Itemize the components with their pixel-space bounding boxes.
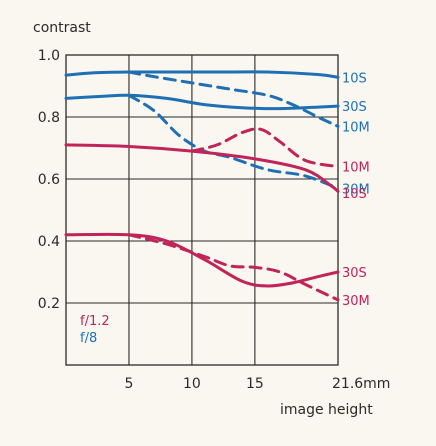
series-line-f1-2-30s (64, 232, 340, 288)
series-label: 30M (342, 294, 370, 309)
y-axis-label: contrast (33, 20, 91, 36)
series-line-f8-10s (64, 70, 340, 79)
series-line-f1-2-10m (190, 127, 340, 169)
x-tick-label: 5 (125, 376, 134, 392)
series-layer (64, 70, 340, 302)
legend-entry: f/1.2 (80, 314, 110, 329)
y-tick-label: 1.0 (38, 48, 60, 64)
series-line-f8-30s (64, 93, 340, 111)
x-tick-label: 21.6mm (332, 376, 390, 392)
series-line-f8-30m (127, 93, 340, 190)
plot-frame (65, 54, 339, 366)
series-line-f1-2-30m (127, 233, 340, 302)
series-label: 10S (342, 71, 367, 86)
y-tick-label: 0.4 (38, 234, 60, 250)
series-label: 10M (342, 161, 370, 176)
series-label: 30M (342, 182, 370, 197)
x-tick-label: 10 (183, 376, 201, 392)
y-tick-label: 0.2 (38, 296, 60, 312)
series-label: 30S (342, 100, 367, 115)
series-line-f8-10m (127, 70, 340, 128)
y-tick-label: 0.8 (38, 110, 60, 126)
legend-entry: f/8 (80, 331, 97, 346)
series-label: 10S (342, 187, 367, 202)
series-label: 10M (342, 120, 370, 135)
grid-layer (65, 54, 339, 366)
series-label: 30S (342, 266, 367, 281)
x-axis-label: image height (280, 402, 373, 418)
x-tick-label: 15 (246, 376, 264, 392)
series-line-f1-2-10s (64, 143, 340, 193)
y-tick-label: 0.6 (38, 172, 60, 188)
text-layer: contrast image height 0.2 0.4 0.6 0.8 1.0 5 10… (33, 20, 390, 418)
